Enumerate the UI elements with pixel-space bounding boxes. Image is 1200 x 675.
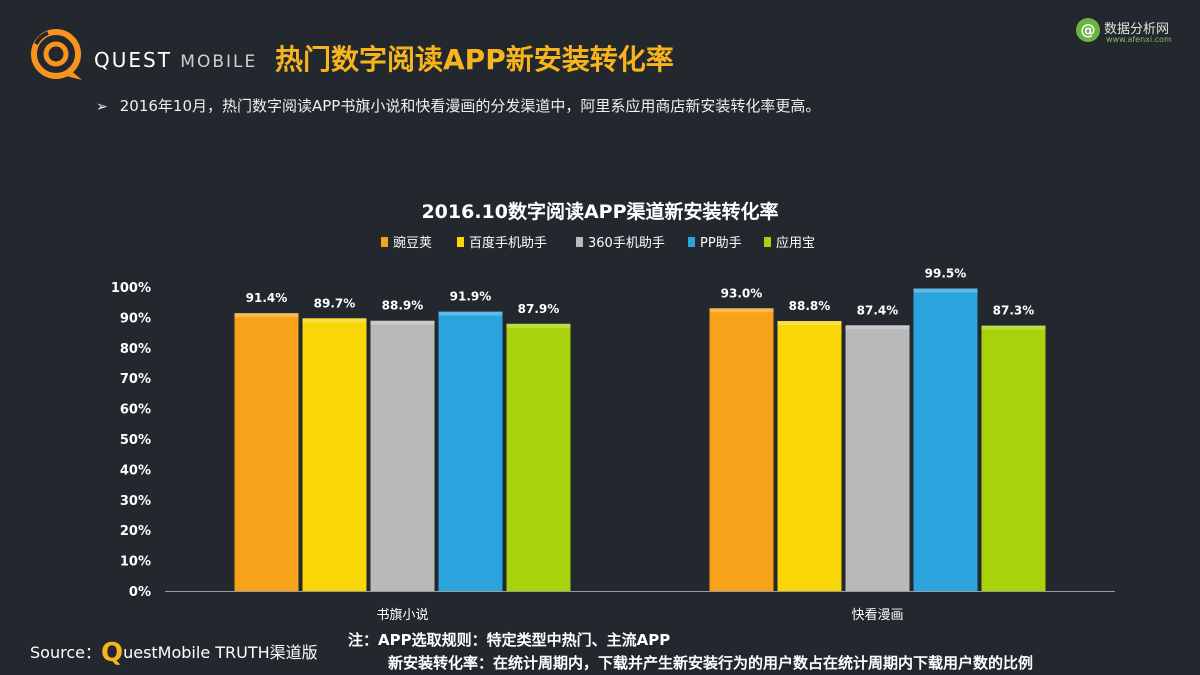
y-tick-label: 30% — [120, 494, 151, 509]
bar-highlight-1-4 — [981, 325, 1046, 330]
data-label-0-1: 89.7% — [314, 296, 356, 310]
source-label: Source： — [30, 643, 101, 662]
bar-1-3 — [913, 288, 978, 591]
legend-swatch-1 — [457, 237, 464, 247]
data-label-0-4: 87.9% — [518, 302, 560, 316]
legend-swatch-3 — [688, 237, 695, 247]
bar-highlight-1-1 — [777, 321, 842, 326]
brand-name: QUEST MOBILE — [94, 48, 257, 72]
data-label-1-0: 93.0% — [721, 286, 763, 300]
note-line-1: 注：APP选取规则：特定类型中热门、主流APP — [348, 631, 671, 649]
chart-title: 2016.10数字阅读APP渠道新安装转化率 — [421, 200, 778, 223]
data-label-1-3: 99.5% — [925, 267, 967, 281]
y-tick-label: 40% — [120, 463, 151, 478]
legend-label-2: 360手机助手 — [588, 236, 665, 251]
bar-1-0 — [709, 308, 774, 591]
legend-swatch-4 — [764, 237, 771, 247]
data-label-0-0: 91.4% — [246, 291, 288, 305]
data-label-1-2: 87.4% — [857, 303, 899, 317]
quest-logo-icon — [31, 29, 82, 80]
watermark-name: 数据分析网 — [1104, 22, 1170, 37]
data-label-0-2: 88.9% — [382, 299, 424, 313]
legend-label-0: 豌豆荚 — [393, 235, 432, 251]
watermark-url: www.afenxi.com — [1106, 35, 1172, 44]
watermark: @ 数据分析网 www.afenxi.com — [1076, 16, 1186, 50]
brand-sub: MOBILE — [180, 52, 258, 72]
bar-0-3 — [438, 311, 503, 591]
source-q-letter: Q — [100, 638, 124, 668]
legend-label-3: PP助手 — [700, 236, 742, 251]
bar-1-4 — [981, 325, 1046, 591]
x-category-label: 书旗小说 — [376, 607, 428, 623]
arrow-bullet-icon: ➢ — [96, 99, 108, 115]
bar-highlight-1-3 — [913, 288, 978, 293]
legend-label-1: 百度手机助手 — [469, 235, 547, 251]
at-sign-icon: @ — [1076, 18, 1100, 42]
bar-0-1 — [302, 318, 367, 591]
y-tick-label: 10% — [120, 555, 151, 570]
source-line: Source：QuestMobile TRUTH渠道版 — [30, 638, 318, 668]
quest-mobile-logo: QUEST MOBILE — [28, 26, 268, 86]
bar-0-0 — [234, 313, 299, 591]
summary-bullet: ➢ 2016年10月，热门数字阅读APP书旗小说和快看漫画的分发渠道中，阿里系应用… — [96, 95, 820, 116]
bar-highlight-0-2 — [370, 320, 435, 325]
y-tick-label: 70% — [120, 372, 151, 387]
notes: 注：APP选取规则：特定类型中热门、主流APP 新安装转化率：在统计周期内，下载… — [348, 629, 1033, 672]
y-tick-label: 60% — [120, 403, 151, 418]
bar-1-1 — [777, 321, 842, 591]
page-title: 热门数字阅读APP新安装转化率 — [275, 43, 674, 76]
bar-highlight-0-1 — [302, 318, 367, 323]
legend-swatch-0 — [381, 237, 388, 247]
bar-highlight-0-3 — [438, 311, 503, 316]
bar-0-4 — [506, 323, 571, 591]
y-tick-label: 0% — [129, 585, 151, 600]
x-category-label: 快看漫画 — [851, 607, 903, 623]
y-tick-label: 100% — [111, 281, 151, 296]
bar-highlight-0-0 — [234, 313, 299, 318]
legend-swatch-2 — [576, 237, 583, 247]
source-name: uestMobile TRUTH渠道版 — [123, 643, 318, 662]
data-label-0-3: 91.9% — [450, 290, 492, 304]
y-tick-label: 90% — [120, 311, 151, 326]
bar-0-2 — [370, 320, 435, 591]
y-tick-label: 80% — [120, 342, 151, 357]
data-label-1-1: 88.8% — [789, 299, 831, 313]
bar-highlight-0-4 — [506, 323, 571, 328]
note-line-2: 新安装转化率：在统计周期内，下载并产生新安装行为的用户数占在统计周期内下载用户数… — [388, 654, 1034, 672]
bar-highlight-1-0 — [709, 308, 774, 313]
brand-main: QUEST — [94, 48, 172, 72]
data-label-1-4: 87.3% — [993, 304, 1035, 318]
bar-highlight-1-2 — [845, 325, 910, 330]
bar-1-2 — [845, 325, 910, 591]
summary-text: 2016年10月，热门数字阅读APP书旗小说和快看漫画的分发渠道中，阿里系应用商… — [119, 97, 821, 115]
legend-label-4: 应用宝 — [776, 235, 815, 251]
y-tick-label: 50% — [120, 433, 151, 448]
y-tick-label: 20% — [120, 524, 151, 539]
